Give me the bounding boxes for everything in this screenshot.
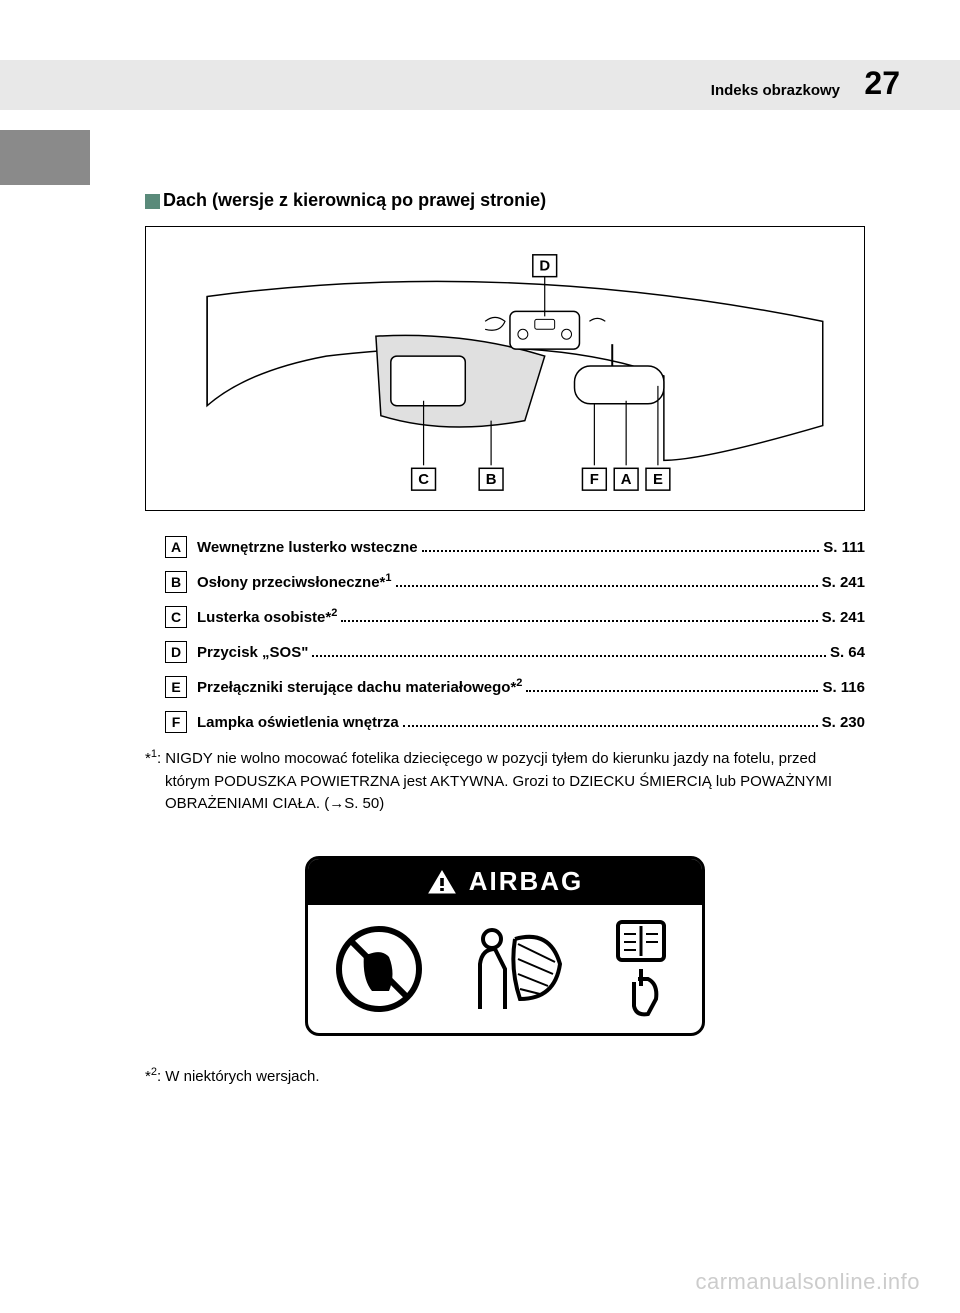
callout-E: E <box>646 468 670 490</box>
section-title: Dach (wersje z kierownicą po prawej stro… <box>145 190 865 211</box>
item-sup: 1 <box>385 572 391 584</box>
dots <box>312 645 826 657</box>
footnote2-text: : W niektórych wersjach. <box>157 1068 320 1085</box>
roof-diagram: D C B F A E <box>145 226 865 511</box>
list-item: E Przełączniki sterujące dachu materiało… <box>165 676 865 698</box>
items-list: A Wewnętrzne lusterko wsteczne S. 111 B … <box>145 536 865 733</box>
airbag-deploy-icon <box>460 914 570 1024</box>
item-label: Lampka oświetlenia wnętrza <box>197 714 399 731</box>
letter-box: C <box>165 606 187 628</box>
dots <box>403 715 818 727</box>
watermark: carmanualsonline.info <box>695 1269 920 1295</box>
item-label: Przycisk „SOS" <box>197 644 308 661</box>
item-sup: 2 <box>331 607 337 619</box>
footnote1-text: : NIGDY nie wolno mocować fotelika dziec… <box>157 750 832 812</box>
footnote-1: *1: NIGDY nie wolno mocować fotelika dzi… <box>145 746 865 816</box>
callout-D: D <box>533 255 557 277</box>
item-label: Osłony przeciwsłoneczne* <box>197 574 385 591</box>
svg-text:E: E <box>653 472 663 488</box>
footnote-2: *2: W niektórych wersjach. <box>145 1066 865 1085</box>
svg-text:A: A <box>621 472 632 488</box>
list-item: B Osłony przeciwsłoneczne*1 S. 241 <box>165 571 865 593</box>
section-title-text: Dach (wersje z kierownicą po prawej stro… <box>163 190 546 210</box>
side-tab <box>0 130 90 185</box>
page-ref: S. 241 <box>822 574 865 591</box>
page-ref: S. 241 <box>822 609 865 626</box>
dots <box>341 610 817 622</box>
header-section-label: Indeks obrazkowy <box>711 82 840 99</box>
page-number: 27 <box>864 65 900 102</box>
svg-text:F: F <box>590 472 599 488</box>
letter-box: F <box>165 711 187 733</box>
page-ref: S. 64 <box>830 644 865 661</box>
letter-box: E <box>165 676 187 698</box>
letter-box: B <box>165 571 187 593</box>
no-child-seat-icon <box>334 919 424 1019</box>
svg-text:B: B <box>486 472 497 488</box>
page-ref: S. 230 <box>822 714 865 731</box>
airbag-warning-label: AIRBAG <box>305 856 705 1036</box>
list-item: F Lampka oświetlenia wnętrza S. 230 <box>165 711 865 733</box>
list-item: D Przycisk „SOS" S. 64 <box>165 641 865 663</box>
page-ref: S. 111 <box>823 539 865 556</box>
callout-B: B <box>479 468 503 490</box>
airbag-header: AIRBAG <box>308 859 702 905</box>
main-content: Dach (wersje z kierownicą po prawej stro… <box>145 190 865 1085</box>
list-item: C Lusterka osobiste*2 S. 241 <box>165 606 865 628</box>
callout-F: F <box>582 468 606 490</box>
dots <box>422 540 820 552</box>
item-label: Wewnętrzne lusterko wsteczne <box>197 539 418 556</box>
roof-diagram-svg: D C B F A E <box>146 227 864 510</box>
svg-text:D: D <box>539 259 550 275</box>
airbag-pictograms <box>308 905 702 1033</box>
manual-hand-icon <box>606 914 676 1024</box>
warning-triangle-icon <box>427 869 457 895</box>
item-sup: 2 <box>516 677 522 689</box>
list-item: A Wewnętrzne lusterko wsteczne S. 111 <box>165 536 865 558</box>
dots <box>526 680 818 692</box>
page-ref: S. 116 <box>822 679 865 696</box>
letter-box: A <box>165 536 187 558</box>
dots <box>396 575 818 587</box>
letter-box: D <box>165 641 187 663</box>
item-label: Lusterka osobiste* <box>197 609 331 626</box>
airbag-text: AIRBAG <box>469 866 584 897</box>
callout-A: A <box>614 468 638 490</box>
svg-text:C: C <box>418 472 429 488</box>
square-marker-icon <box>145 194 160 209</box>
item-label: Przełączniki sterujące dachu materiałowe… <box>197 679 516 696</box>
callout-C: C <box>412 468 436 490</box>
